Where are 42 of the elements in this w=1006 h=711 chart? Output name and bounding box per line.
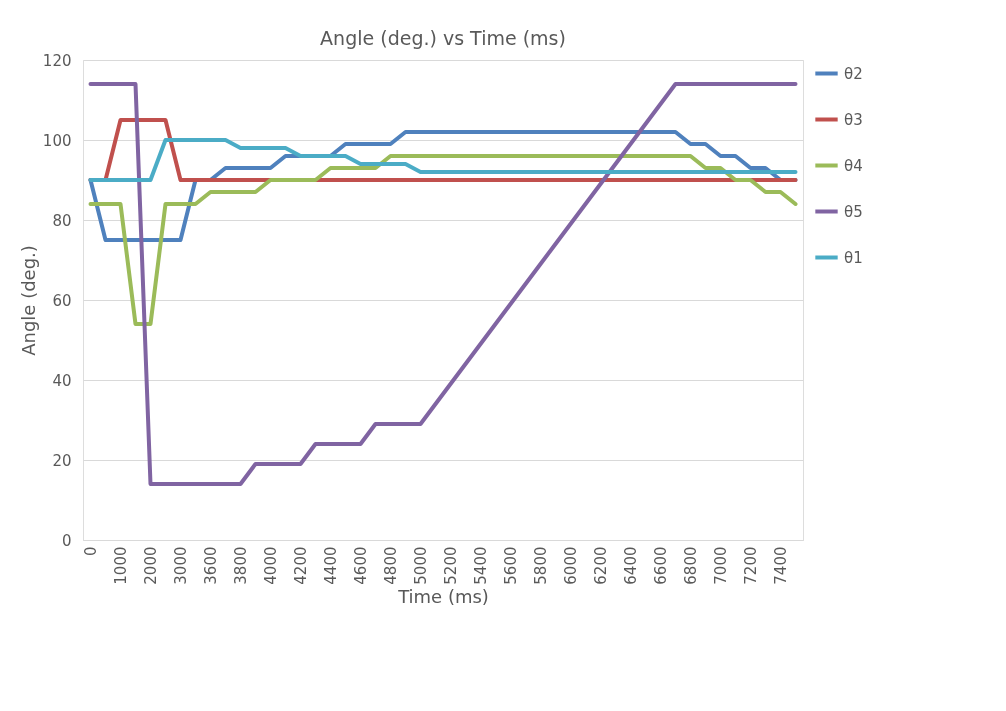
- x-tick-label: 3600: [202, 546, 220, 585]
- x-tick-label: 7000: [712, 546, 730, 585]
- legend-label: θ1: [844, 248, 863, 267]
- x-tick-label: 6600: [652, 546, 670, 585]
- legend-label: θ2: [844, 64, 863, 83]
- x-tick-label: 5000: [412, 546, 430, 585]
- chart-title: Angle (deg.) vs Time (ms): [320, 27, 566, 49]
- x-tick-label: 6200: [592, 546, 610, 585]
- x-tick-label: 4800: [382, 546, 400, 585]
- legend-label: θ3: [844, 110, 863, 129]
- y-tick-label: 20: [52, 451, 72, 470]
- x-tick-label: 2000: [142, 546, 160, 585]
- y-tick-label: 100: [42, 131, 72, 150]
- x-tick-label: 7200: [742, 546, 760, 585]
- x-tick-label: 4600: [352, 546, 370, 585]
- x-tick-label: 5400: [472, 546, 490, 585]
- x-tick-label: 6800: [682, 546, 700, 585]
- y-tick-label: 0: [61, 531, 72, 550]
- y-tick-label: 60: [52, 291, 72, 310]
- x-tick-label: 5600: [502, 546, 520, 585]
- line-series: [88, 82, 798, 486]
- x-tick-label: 3000: [172, 546, 190, 585]
- x-tick-label: 1000: [112, 546, 130, 585]
- x-tick-label: 5800: [532, 546, 550, 585]
- x-tick-label: 4400: [322, 546, 340, 585]
- x-tick-label: 0: [82, 546, 100, 557]
- line-series: [88, 138, 798, 182]
- y-axis-title: Angle (deg.): [17, 245, 39, 356]
- legend-label: θ5: [844, 202, 863, 221]
- y-tick-label: 120: [42, 51, 72, 70]
- x-tick-label: 4200: [292, 546, 310, 585]
- y-tick-label: 80: [52, 211, 72, 230]
- x-tick-label: 5200: [442, 546, 460, 585]
- x-tick-label: 3800: [232, 546, 250, 585]
- legend-label: θ4: [844, 156, 863, 175]
- x-tick-label: 7400: [772, 546, 790, 585]
- x-tick-label: 6400: [622, 546, 640, 585]
- line-series: [88, 154, 798, 326]
- x-axis-title: Time (ms): [397, 585, 489, 607]
- y-tick-label: 40: [52, 371, 72, 390]
- x-tick-label: 4000: [262, 546, 280, 585]
- x-tick-label: 6000: [562, 546, 580, 585]
